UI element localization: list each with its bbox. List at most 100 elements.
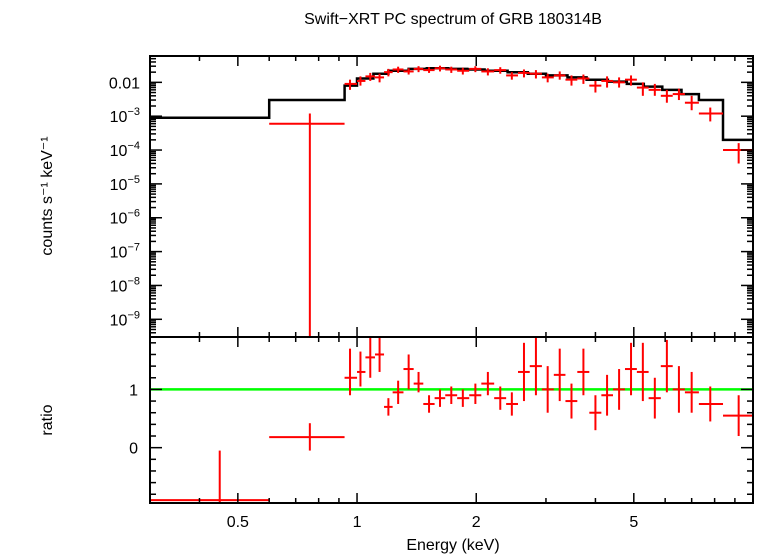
ratio-panel: 10 0.5 1 2 5 — [129, 336, 754, 531]
spectrum-data-point — [624, 75, 637, 86]
x-tick-label: 1 — [353, 514, 362, 531]
y-tick-label: 10−9 — [110, 309, 140, 329]
ratio-data-point — [589, 395, 602, 431]
spectrum-data-point — [269, 113, 345, 337]
spectrum-data-point — [365, 72, 375, 81]
spectrum-y-axis-label: counts s⁻¹ keV⁻¹ — [39, 136, 56, 255]
ratio-data-point — [269, 423, 345, 451]
ratio-data-point — [457, 389, 470, 407]
ratio-data-point — [723, 395, 753, 437]
ratio-data-point — [374, 337, 385, 372]
spectrum-data-point — [374, 73, 385, 83]
ratio-ticks — [149, 337, 753, 503]
spectrum-ticks — [149, 56, 753, 337]
spectrum-data-point — [357, 76, 366, 86]
spectrum-data-point — [457, 67, 470, 75]
spectrum-data-point — [344, 79, 358, 90]
spectrum-data-point — [577, 74, 590, 84]
spectrum-data-point — [672, 88, 685, 101]
y-tick-label: 10−6 — [110, 208, 140, 228]
ratio-data-point — [624, 342, 637, 396]
spectrum-data-point — [481, 68, 495, 76]
ratio-data-point — [636, 342, 649, 402]
ratio-data-point — [365, 337, 375, 378]
spectrum-data-point — [529, 70, 542, 79]
x-tick-label: 0.5 — [227, 514, 249, 531]
ratio-data-point — [423, 395, 435, 413]
y-tick-label: 10−3 — [110, 106, 140, 126]
spectrum-data-point — [384, 68, 393, 77]
spectrum-data-point — [541, 73, 554, 83]
spectrum-panel: 0.01 10−3 10−4 10−5 10−6 10−7 10−8 10−9 — [109, 55, 754, 338]
spectrum-data-point — [612, 77, 625, 88]
spectrum-data-point — [506, 72, 519, 80]
spectrum-y-tick-labels: 0.01 10−3 10−4 10−5 10−6 10−7 10−8 10−9 — [109, 75, 140, 329]
ratio-data-point — [565, 383, 578, 419]
y-tick-label: 10−5 — [110, 174, 140, 194]
ratio-data-point — [660, 339, 673, 393]
ratio-data-point — [698, 386, 724, 422]
ratio-data-point — [684, 371, 699, 413]
spectrum-data-point — [494, 67, 507, 74]
ratio-data-point — [529, 337, 542, 396]
ratio-data-point — [518, 342, 530, 402]
model-step-line — [150, 67, 753, 142]
energy-tick-labels: 0.5 1 2 5 — [227, 514, 639, 531]
spectrum-data-point — [601, 76, 613, 88]
ratio-data-point — [344, 348, 358, 396]
ratio-data-point — [494, 386, 507, 410]
spectrum-data-point — [434, 65, 446, 72]
y-tick-label: 10−7 — [110, 242, 140, 262]
ratio-data-point — [648, 377, 661, 419]
ratio-y-axis-label: ratio — [39, 404, 56, 435]
ratio-y-tick-labels: 10 — [129, 382, 138, 457]
ratio-data-point — [357, 351, 366, 387]
ratio-data-point — [150, 450, 270, 503]
y-tick-label: 0.01 — [109, 75, 140, 92]
spectrum-data-point — [565, 75, 578, 86]
x-tick-label: 2 — [472, 514, 481, 531]
spectrum-data-point — [648, 83, 661, 96]
ratio-y-tick-label: 1 — [129, 382, 138, 399]
data-points — [269, 65, 753, 337]
spectrum-data-point — [698, 107, 724, 122]
x-tick-label: 5 — [629, 514, 638, 531]
ratio-data-point — [506, 392, 519, 416]
y-tick-label: 10−4 — [110, 140, 140, 160]
spectrum-frame — [149, 55, 754, 338]
spectrum-data-point — [423, 67, 435, 73]
ratio-data-point — [392, 380, 404, 404]
model-curve — [150, 67, 753, 142]
x-axis-label: Energy (keV) — [406, 537, 499, 554]
ratio-data-point — [434, 389, 446, 407]
ratio-data-point — [612, 369, 625, 410]
spectrum-data-point — [684, 95, 699, 111]
ratio-data-point — [553, 348, 566, 402]
ratio-data-point — [481, 371, 495, 396]
ratio-data-point — [445, 386, 458, 404]
spectrum-data-point — [518, 69, 530, 78]
spectrum-data-point — [660, 89, 673, 103]
ratio-frame — [149, 336, 754, 504]
spectrum-data-point — [553, 71, 566, 80]
ratio-points — [150, 337, 753, 503]
ratio-data-point — [541, 366, 554, 413]
spectrum-data-point — [589, 80, 602, 93]
spectrum-data-point — [445, 66, 458, 73]
ratio-data-point — [601, 374, 613, 416]
ratio-data-point — [577, 348, 590, 396]
spectrum-data-point — [636, 82, 649, 96]
chart-title: Swift−XRT PC spectrum of GRB 180314B — [304, 11, 602, 28]
ratio-y-tick-label: 0 — [129, 441, 138, 458]
ratio-data-point — [384, 398, 393, 416]
ratio-data-point — [672, 366, 685, 413]
spectrum-data-point — [392, 66, 404, 73]
ratio-data-point — [403, 354, 414, 390]
ratio-data-point — [413, 371, 424, 393]
ratio-data-point — [469, 383, 482, 404]
spectrum-data-point — [413, 66, 424, 73]
spectrum-data-point — [403, 68, 414, 75]
spectrum-data-point — [469, 66, 482, 73]
y-tick-label: 10−8 — [110, 275, 140, 295]
